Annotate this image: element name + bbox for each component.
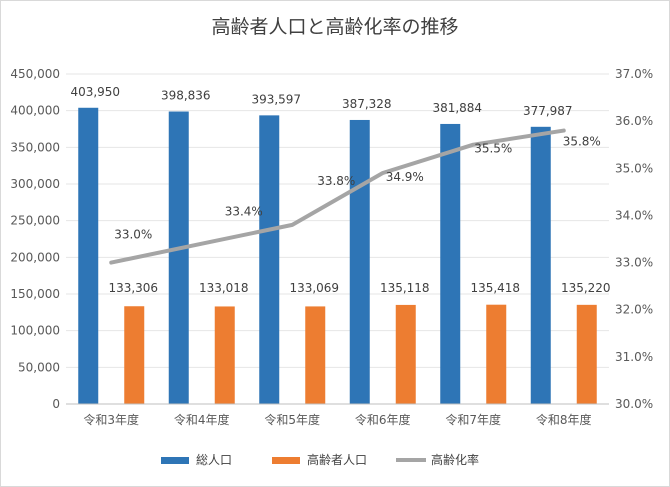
data-label: 393,597: [251, 92, 301, 106]
y-left-tick-label: 250,000: [10, 214, 60, 228]
line-data-label: 35.5%: [474, 142, 512, 156]
bar: [440, 123, 461, 405]
legend-swatch: [272, 457, 300, 464]
bar: [168, 111, 189, 404]
y-left-tick-label: 350,000: [10, 140, 60, 154]
bar: [349, 119, 370, 404]
axes: 0 50,000 100,000 150,000 200,000 250,000 300,0…: [10, 67, 653, 427]
y-left-tick-label: 100,000: [10, 324, 60, 338]
data-label: 377,987: [523, 104, 573, 118]
x-tick-label: 令和4年度: [174, 412, 230, 427]
line-data-label: 33.0%: [114, 228, 152, 242]
x-tick-label: 令和6年度: [355, 412, 411, 427]
x-tick-label: 令和3年度: [83, 412, 139, 427]
bar: [395, 304, 416, 404]
y-right-tick-label: 37.0%: [615, 67, 653, 81]
data-label: 135,118: [380, 281, 430, 295]
y-right-tick-label: 31.0%: [615, 350, 653, 364]
data-label: 133,018: [199, 281, 249, 295]
y-right-tick-label: 34.0%: [615, 208, 653, 222]
line-data-label: 33.8%: [317, 174, 355, 188]
bar: [78, 107, 99, 405]
data-label: 398,836: [161, 89, 211, 103]
data-labels: 403,950 398,836 393,597 387,328 381,884 377,9…: [70, 85, 610, 295]
data-label: 133,069: [289, 281, 339, 295]
y-right-tick-label: 33.0%: [615, 256, 653, 270]
y-right-tick-label: 35.0%: [615, 161, 653, 175]
line-data-label: 34.9%: [386, 170, 424, 184]
legend-label: 総人口: [196, 453, 232, 467]
y-left-tick-label: 300,000: [10, 177, 60, 191]
chart-title: 高齢者人口と高齢化率の推移: [211, 16, 458, 38]
data-label: 381,884: [432, 101, 482, 115]
line-data-label: 33.4%: [225, 205, 263, 219]
rate-line: [109, 128, 566, 265]
y-right-tick-label: 30.0%: [615, 397, 653, 411]
x-tick-label: 令和5年度: [264, 412, 320, 427]
y-right-tick-label: 36.0%: [615, 114, 653, 128]
data-label: 133,306: [108, 281, 158, 295]
data-label: 387,328: [342, 97, 392, 111]
bar: [124, 306, 145, 404]
line-data-label: 35.8%: [563, 135, 601, 149]
data-label: 135,418: [470, 281, 520, 295]
legend-label: 高齢者人口: [307, 452, 367, 467]
data-label: 135,220: [561, 281, 611, 295]
data-label: 403,950: [70, 85, 120, 99]
x-tick-label: 令和8年度: [536, 412, 592, 427]
x-tick-label: 令和7年度: [445, 412, 501, 427]
y-left-tick-label: 150,000: [10, 287, 60, 301]
y-left-tick-label: 0: [52, 397, 60, 411]
bars: [78, 107, 597, 405]
bar: [576, 304, 597, 404]
y-left-tick-label: 200,000: [10, 250, 60, 264]
legend: 総人口 高齢者人口 高齢化率: [161, 452, 479, 467]
legend-swatch: [161, 457, 189, 464]
gridlines: [66, 73, 609, 368]
y-left-tick-label: 400,000: [10, 104, 60, 118]
bar: [530, 126, 551, 404]
legend-label: 高齢化率: [431, 452, 479, 467]
bar: [259, 115, 280, 405]
rate-line-layer: [109, 128, 566, 265]
bar: [486, 304, 507, 404]
bar: [214, 306, 235, 404]
y-left-tick-label: 50,000: [18, 360, 60, 374]
bar: [305, 306, 326, 404]
y-left-tick-label: 450,000: [10, 67, 60, 81]
y-right-tick-label: 32.0%: [615, 303, 653, 317]
